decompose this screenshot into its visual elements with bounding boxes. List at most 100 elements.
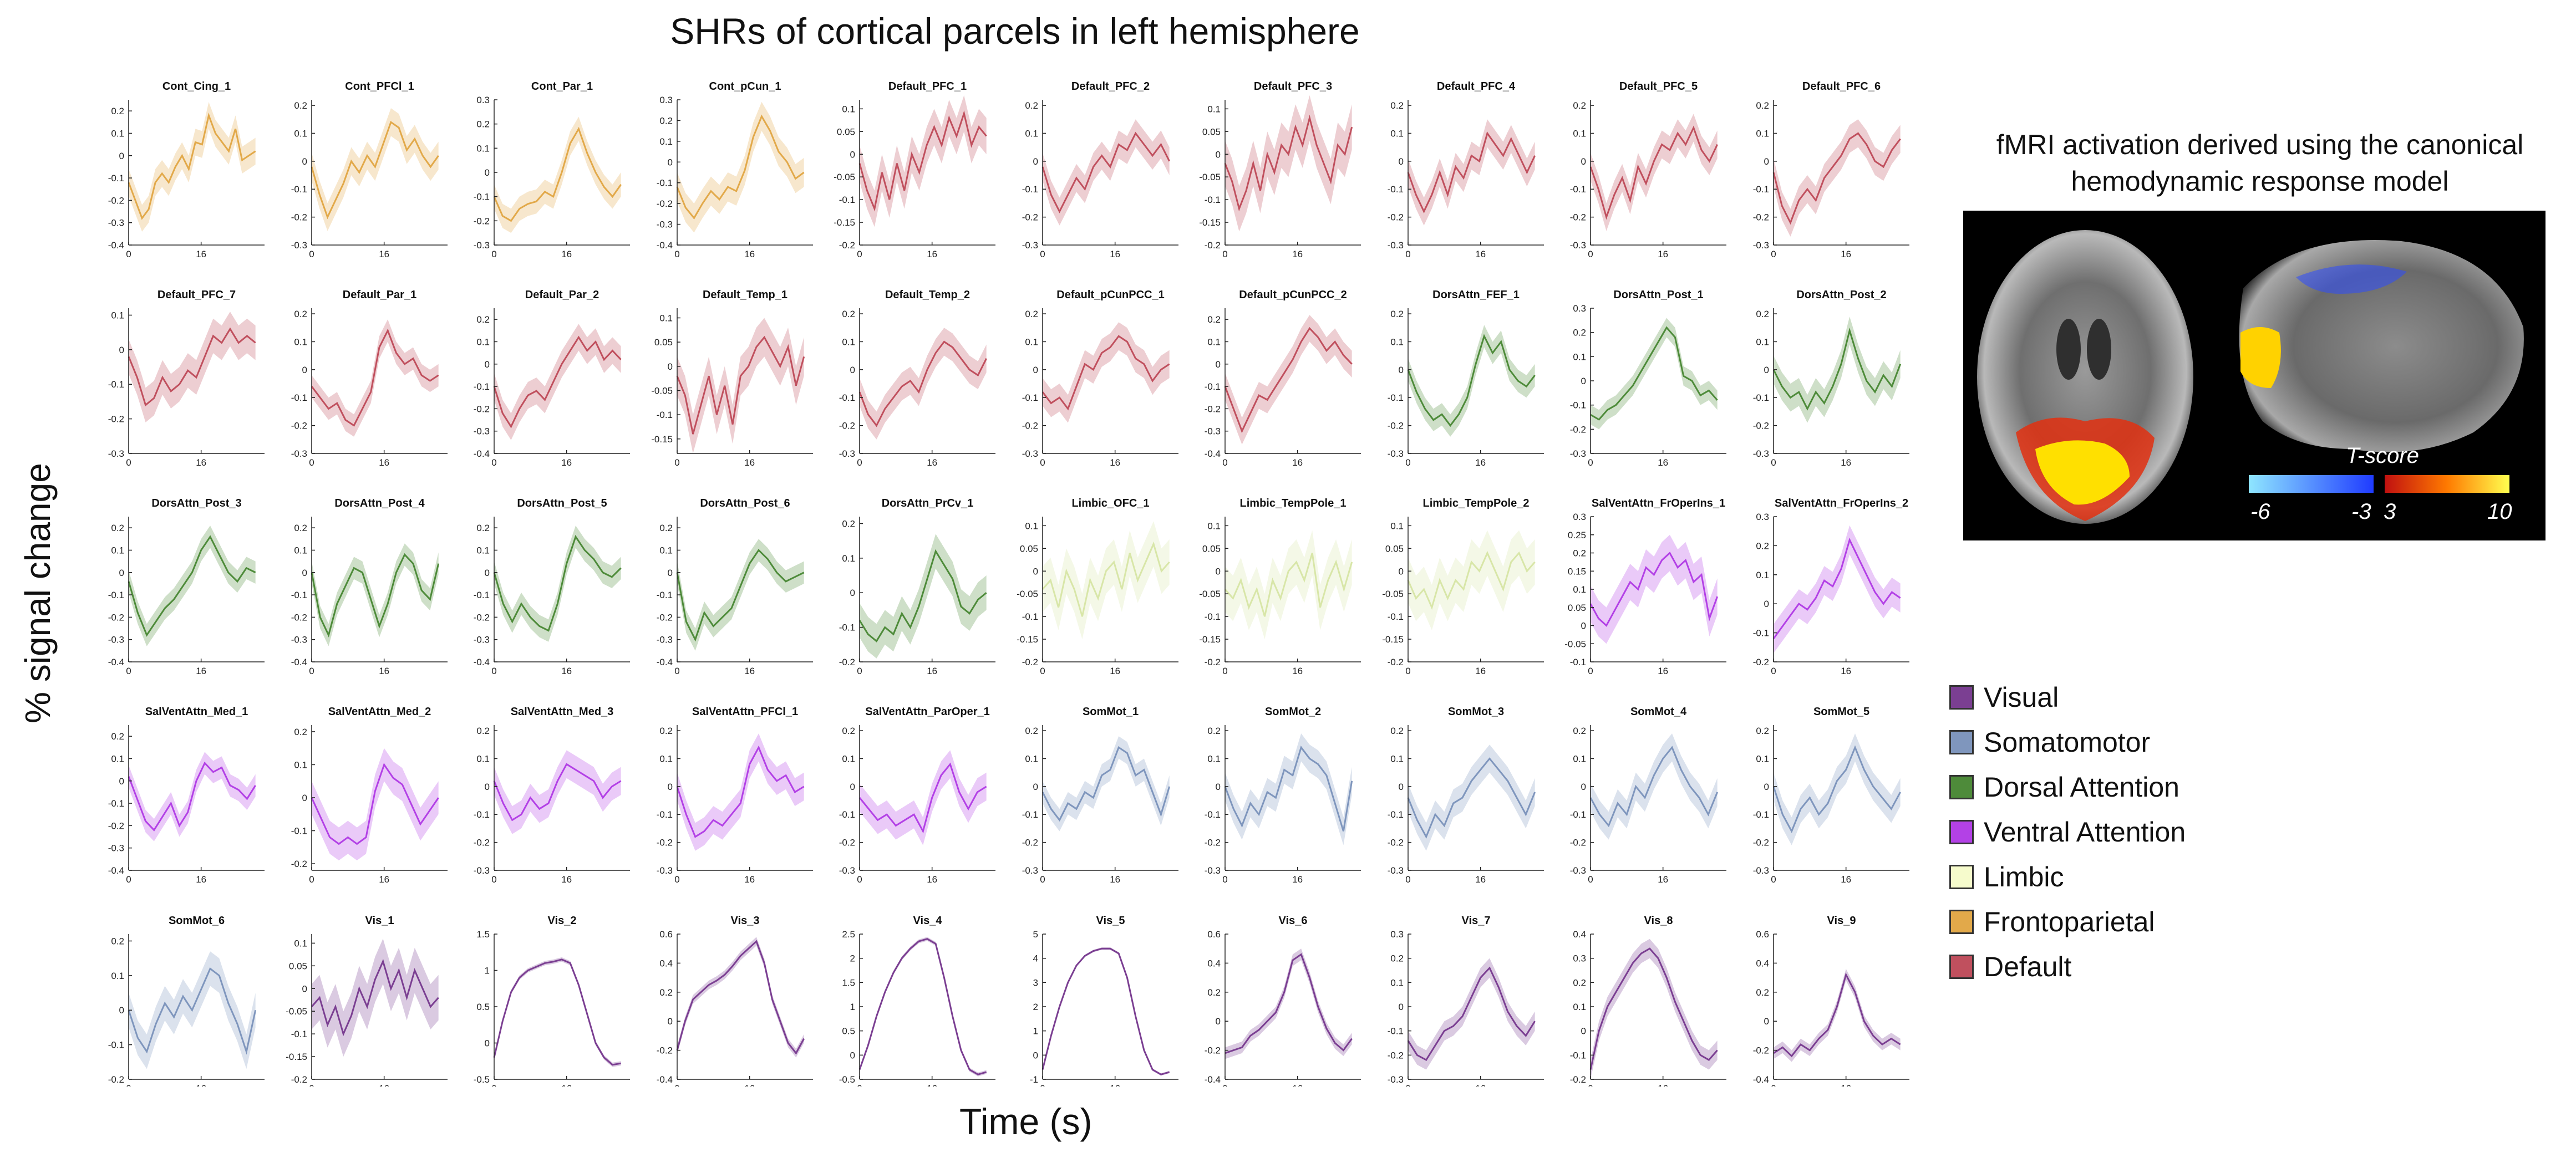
y-tick-label: 0 [1399, 1002, 1404, 1012]
y-tick-label: -0.3 [474, 240, 490, 251]
panel-default-temp-1: Default_Temp_1 -0.15 -0.1 -0.05 0 0.05 0.1 0 16 [651, 289, 813, 468]
panel-title: SalVentAttn_ParOper_1 [865, 706, 990, 718]
y-tick-label: -0.1 [1205, 611, 1221, 622]
y-tick-label: 0 [668, 157, 673, 167]
mean-response-line [493, 958, 621, 1066]
y-tick-label: -0.1 [657, 178, 673, 188]
y-tick-label: -0.1 [1205, 195, 1221, 205]
y-tick-label: 0 [302, 365, 307, 375]
y-tick-label: -0.3 [657, 635, 673, 645]
y-tick-label: -0.3 [108, 218, 124, 228]
x-tick-label: 16 [1475, 874, 1486, 885]
sagittal-brain-slice [2239, 240, 2524, 452]
x-tick-label: 0 [1222, 874, 1227, 885]
mean-response-line [676, 114, 805, 220]
y-tick-label: 0 [119, 776, 124, 787]
x-tick-label: 16 [1658, 457, 1668, 468]
panel-salventattn-paroper-1: SalVentAttn_ParOper_1 -0.3 -0.2 -0.1 0 0.1 0.2… [839, 706, 995, 885]
error-band [1774, 968, 1901, 1062]
x-tick-label: 0 [309, 1083, 314, 1087]
y-tick-label: 1 [850, 1002, 855, 1012]
y-tick-label: -0.1 [839, 623, 855, 633]
legend-label: Dorsal Attention [1984, 772, 2179, 803]
y-tick-label: 0.1 [1025, 521, 1038, 531]
panel-title: DorsAttn_Post_4 [334, 497, 425, 509]
x-tick-label: 0 [857, 249, 862, 259]
y-tick-label: 0.2 [111, 523, 124, 533]
y-tick-label: 0.2 [1573, 328, 1586, 338]
x-tick-label: 0 [491, 457, 496, 468]
y-tick-label: -0.3 [1388, 240, 1404, 251]
x-tick-label: 0 [126, 457, 131, 468]
y-tick-label: -0.4 [1205, 1074, 1221, 1085]
y-tick-label: -0.4 [657, 657, 673, 667]
y-tick-label: -0.15 [1382, 634, 1404, 645]
panel-dorsattn-fef-1: DorsAttn_FEF_1 -0.3 -0.2 -0.1 0 0.1 0.2 0 16 [1388, 289, 1544, 468]
legend-swatch [1949, 730, 1974, 754]
fmri-title: fMRI activation derived using the canoni… [1963, 126, 2557, 200]
y-tick-label: 0 [850, 588, 855, 598]
y-tick-label: 0 [1033, 365, 1038, 375]
mean-response-line [1589, 125, 1719, 220]
x-tick-label: 16 [1292, 874, 1303, 885]
error-band [860, 328, 987, 440]
y-tick-label: 0 [1216, 566, 1221, 577]
y-tick-label: -0.2 [291, 1074, 307, 1085]
y-tick-label: -0.3 [1388, 865, 1404, 876]
y-tick-label: -0.05 [1017, 589, 1038, 599]
y-tick-label: 0.1 [1207, 336, 1221, 347]
y-tick-label: -0.3 [108, 843, 124, 854]
y-tick-label: 0.1 [1390, 977, 1404, 988]
y-tick-label: 0 [1033, 156, 1038, 167]
panel-title: SomMot_2 [1265, 706, 1321, 718]
y-tick-label: -0.3 [1205, 865, 1221, 876]
error-band [1408, 119, 1535, 226]
x-tick-label: 16 [1292, 457, 1303, 468]
y-tick-label: 0.6 [659, 929, 673, 940]
y-tick-label: 0 [1581, 156, 1586, 167]
panel-title: DorsAttn_Post_2 [1796, 289, 1886, 301]
panel-title: Cont_Par_1 [531, 80, 593, 93]
panel-title: SomMot_5 [1813, 706, 1869, 718]
error-band [312, 939, 439, 1057]
x-tick-label: 16 [1475, 666, 1486, 676]
fmri-title-line2: hemodynamic response model [2071, 166, 2449, 197]
y-tick-label: -0.1 [839, 392, 855, 403]
y-tick-label: -0.3 [291, 240, 307, 251]
x-tick-label: 16 [927, 874, 937, 885]
x-tick-label: 16 [1658, 1083, 1668, 1087]
y-tick-label: 0 [1764, 782, 1769, 792]
x-tick-label: 0 [1222, 1083, 1227, 1087]
y-tick-label: -0.1 [474, 809, 490, 820]
panel-title: SalVentAttn_Med_2 [328, 706, 431, 718]
y-tick-label: -0.2 [657, 1045, 673, 1056]
x-tick-label: 0 [674, 666, 679, 676]
panel-dorsattn-post-3: DorsAttn_Post_3 -0.4 -0.3 -0.2 -0.1 0 0.1 0.2 0 1… [108, 497, 265, 676]
mean-response-line [1041, 746, 1171, 822]
panel-dorsattn-post-1: DorsAttn_Post_1 -0.3 -0.2 -0.1 0 0.1 0.2 0.3 0 16 [1570, 289, 1726, 468]
mean-response-line [311, 958, 439, 1037]
y-tick-label: -0.2 [1022, 838, 1038, 848]
y-tick-label: -0.05 [1199, 589, 1221, 599]
y-tick-label: 0.2 [1756, 309, 1769, 319]
y-tick-label: -0.1 [1022, 809, 1038, 820]
panel-sommot-5: SomMot_5 -0.3 -0.2 -0.1 0 0.1 0.2 0 16 [1753, 706, 1909, 885]
y-tick-label: 0.1 [111, 128, 124, 139]
panel-default-pfc-6: Default_PFC_6 -0.3 -0.2 -0.1 0 0.1 0.2 0 16 [1753, 80, 1909, 259]
panel-vis-3: Vis_3 -0.4 -0.2 0 0.2 0.4 0.6 0 16 [657, 915, 813, 1087]
y-tick-label: -0.1 [1388, 611, 1404, 622]
x-tick-label: 16 [1658, 249, 1668, 259]
axial-ventricle-left [2056, 319, 2081, 380]
y-tick-label: -0.2 [657, 612, 673, 623]
panel-vis-7: Vis_7 -0.3 -0.2 -0.1 0 0.1 0.2 0.3 0 16 [1388, 915, 1544, 1087]
mean-response-line [676, 549, 805, 642]
x-tick-label: 16 [744, 874, 755, 885]
y-tick-label: 0 [1581, 621, 1586, 631]
panel-sommot-2: SomMot_2 -0.3 -0.2 -0.1 0 0.1 0.2 0 16 [1205, 706, 1361, 885]
y-tick-label: -0.3 [1570, 240, 1586, 251]
y-tick-label: -0.1 [1022, 611, 1038, 622]
y-tick-label: -0.1 [1570, 657, 1586, 667]
colorbar-tick-pos-min: 3 [2384, 499, 2396, 524]
error-band [129, 312, 256, 422]
y-tick-label: -0.2 [1388, 421, 1404, 431]
